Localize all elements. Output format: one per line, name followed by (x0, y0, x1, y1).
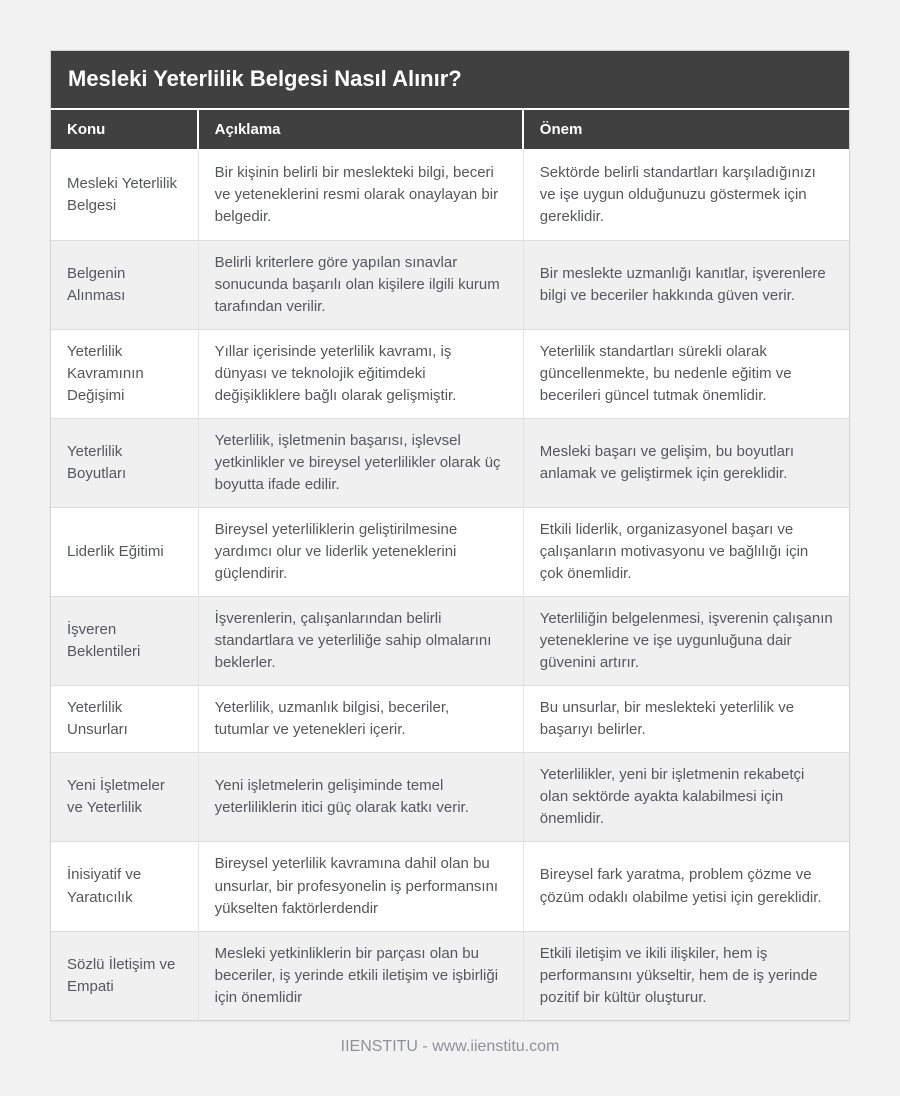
cell-aciklama: Yeterlilik, işletmenin başarısı, işlevse… (198, 417, 524, 507)
cell-konu: İşveren Beklentileri (51, 596, 199, 686)
page-title: Mesleki Yeterlilik Belgesi Nasıl Alınır? (51, 51, 849, 109)
cell-aciklama: Yeterlilik, uzmanlık bilgisi, beceriler,… (198, 685, 524, 753)
table-row: İşveren Beklentileri İşverenlerin, çalış… (51, 596, 849, 686)
cell-konu: Mesleki Yeterlilik Belgesi (51, 151, 199, 240)
cell-onem: Bir meslekte uzmanlığı kanıtlar, işveren… (523, 239, 849, 329)
cell-onem: Bireysel fark yaratma, problem çözme ve … (523, 841, 849, 931)
cell-onem: Yeterlilikler, yeni bir işletmenin rekab… (523, 752, 849, 842)
cell-konu: Yeterlilik Boyutları (51, 417, 199, 507)
column-header-konu: Konu (51, 108, 199, 152)
column-header-onem: Önem (523, 108, 849, 152)
table-row: Belgenin Alınması Belirli kriterlere gör… (51, 239, 849, 329)
cell-onem: Yeterliliğin belgelenmesi, işverenin çal… (523, 596, 849, 686)
qualification-card: Mesleki Yeterlilik Belgesi Nasıl Alınır?… (50, 50, 850, 1021)
cell-konu: Yeterlilik Unsurları (51, 685, 199, 753)
table-row: Yeterlilik Kavramının Değişimi Yıllar iç… (51, 328, 849, 418)
qualification-table: Konu Açıklama Önem Mesleki Yeterlilik Be… (51, 108, 849, 1020)
table-row: İnisiyatif ve Yaratıcılık Bireysel yeter… (51, 841, 849, 931)
cell-onem: Sektörde belirli standartları karşıladığ… (523, 151, 849, 240)
cell-aciklama: Yeni işletmelerin gelişiminde temel yete… (198, 752, 524, 842)
cell-aciklama: İşverenlerin, çalışanlarından belirli st… (198, 596, 524, 686)
table-row: Liderlik Eğitimi Bireysel yeterlilikleri… (51, 506, 849, 597)
cell-aciklama: Mesleki yetkinliklerin bir parçası olan … (198, 930, 524, 1020)
cell-onem: Etkili liderlik, organizasyonel başarı v… (523, 506, 849, 597)
cell-konu: İnisiyatif ve Yaratıcılık (51, 841, 199, 931)
cell-onem: Etkili iletişim ve ikili ilişkiler, hem … (523, 930, 849, 1020)
column-header-aciklama: Açıklama (198, 108, 524, 152)
cell-konu: Yeni İşletmeler ve Yeterlilik (51, 752, 199, 842)
cell-konu: Yeterlilik Kavramının Değişimi (51, 328, 199, 418)
cell-onem: Mesleki başarı ve gelişim, bu boyutları … (523, 417, 849, 507)
cell-konu: Sözlü İletişim ve Empati (51, 930, 199, 1020)
cell-aciklama: Bireysel yeterlilik kavramına dahil olan… (198, 841, 524, 931)
table-header-row: Konu Açıklama Önem (51, 108, 849, 152)
cell-aciklama: Yıllar içerisinde yeterlilik kavramı, iş… (198, 328, 524, 418)
cell-aciklama: Bir kişinin belirli bir meslekteki bilgi… (198, 151, 524, 240)
cell-konu: Belgenin Alınması (51, 239, 199, 329)
cell-onem: Bu unsurlar, bir meslekteki yeterlilik v… (523, 685, 849, 753)
footer-credit: IIENSTITU - www.iienstitu.com (340, 1037, 560, 1055)
cell-onem: Yeterlilik standartları sürekli olarak g… (523, 328, 849, 418)
cell-konu: Liderlik Eğitimi (51, 506, 199, 597)
table-row: Yeni İşletmeler ve Yeterlilik Yeni işlet… (51, 752, 849, 842)
table-row: Yeterlilik Boyutları Yeterlilik, işletme… (51, 417, 849, 507)
table-row: Sözlü İletişim ve Empati Mesleki yetkinl… (51, 930, 849, 1020)
table-row: Yeterlilik Unsurları Yeterlilik, uzmanlı… (51, 685, 849, 753)
cell-aciklama: Bireysel yeterliliklerin geliştirilmesin… (198, 506, 524, 597)
table-row: Mesleki Yeterlilik Belgesi Bir kişinin b… (51, 151, 849, 240)
cell-aciklama: Belirli kriterlere göre yapılan sınavlar… (198, 239, 524, 329)
